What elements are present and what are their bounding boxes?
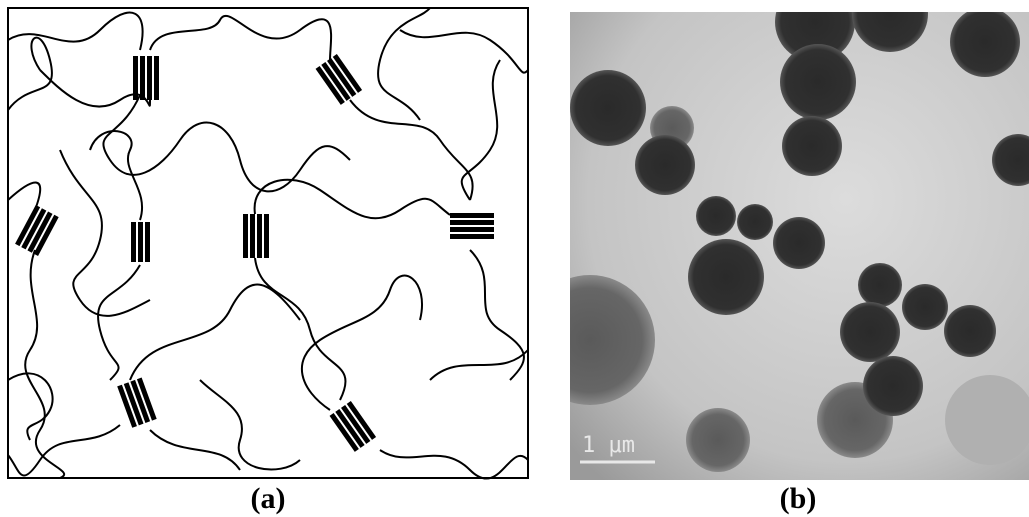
schematic-panel: [8, 8, 528, 479]
caption-a: (a): [251, 482, 286, 515]
figure: (a) 1: [0, 0, 1029, 517]
scale-bar-label: 1 μm: [582, 433, 635, 458]
micrograph-panel: 1 μm: [525, 0, 1029, 480]
caption-b: (b): [780, 482, 817, 515]
